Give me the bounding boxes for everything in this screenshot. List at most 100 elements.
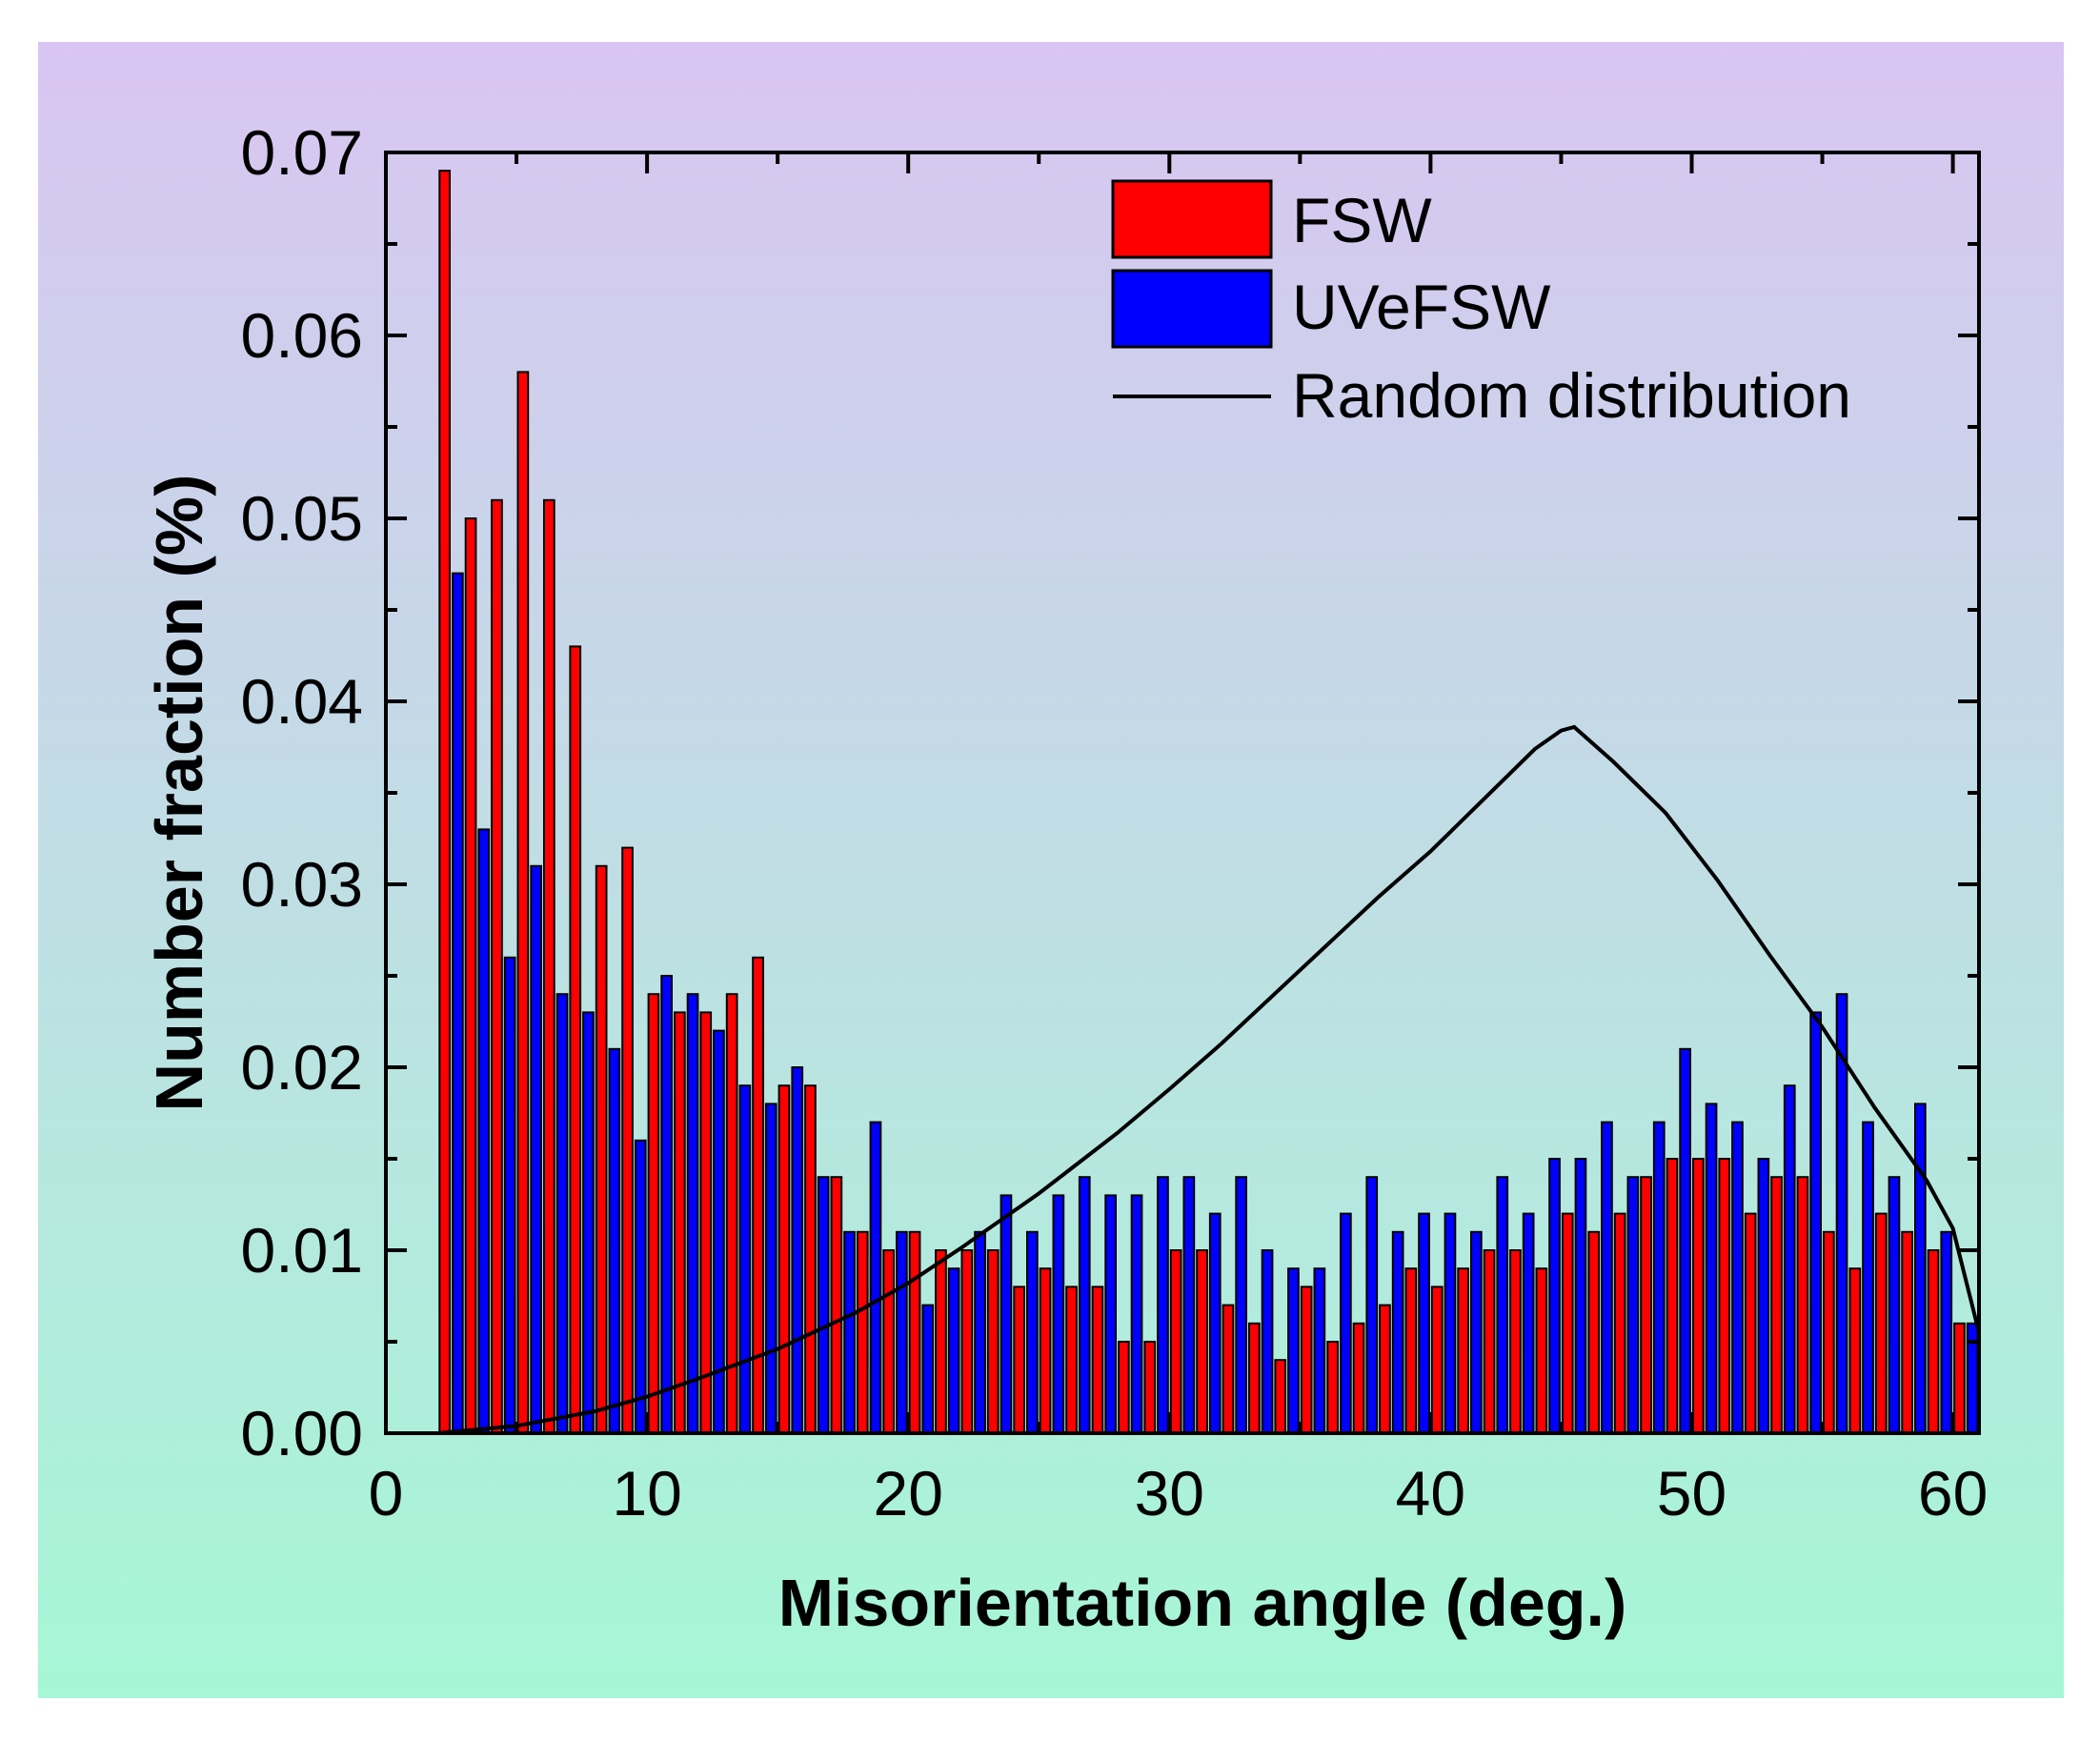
bar-uvefsw: [1601, 1121, 1613, 1433]
bar-fsw: [1848, 1267, 1862, 1433]
bar-fsw: [1927, 1249, 1940, 1433]
bar-fsw: [1143, 1341, 1157, 1433]
x-axis: 0 10 20 30 40 50 60: [369, 152, 1988, 1528]
bar-fsw: [699, 1011, 713, 1433]
x-tick-label: 10: [612, 1458, 681, 1528]
bar-fsw: [882, 1249, 895, 1433]
bar-uvefsw: [1157, 1176, 1169, 1433]
bar-uvefsw: [1026, 1230, 1039, 1433]
bar-uvefsw: [896, 1230, 908, 1433]
bar-uvefsw: [843, 1230, 856, 1433]
bar-uvefsw: [1522, 1212, 1535, 1433]
legend-swatch-fsw: [1111, 179, 1273, 259]
bar-fsw: [543, 498, 555, 1433]
bar-fsw: [438, 170, 451, 1433]
bar-uvefsw: [1444, 1212, 1457, 1433]
legend-label-random: Random distribution: [1292, 360, 1851, 431]
bar-fsw: [1692, 1158, 1705, 1433]
bar-uvefsw: [634, 1139, 647, 1433]
bar-fsw: [1718, 1158, 1731, 1433]
bar-fsw: [1901, 1230, 1914, 1433]
bar-uvefsw: [1104, 1194, 1118, 1433]
y-tick-label: 0.00: [241, 1398, 363, 1468]
bar-fsw: [1483, 1249, 1496, 1433]
random-distribution-group: [437, 724, 1979, 1433]
bar-fsw: [1248, 1322, 1261, 1433]
bar-fsw: [1300, 1286, 1313, 1433]
bar-fsw: [1561, 1212, 1574, 1433]
bar-uvefsw: [974, 1230, 986, 1433]
bar-uvefsw: [738, 1084, 752, 1433]
y-tick-label: 0.04: [241, 666, 363, 737]
bar-fsw: [1587, 1230, 1601, 1433]
legend-label-uvefsw: UVeFSW: [1292, 272, 1551, 342]
bar-fsw: [935, 1249, 947, 1433]
bar-fsw: [1874, 1212, 1888, 1433]
bar-uvefsw: [1652, 1121, 1666, 1433]
bar-uvefsw: [1705, 1103, 1718, 1433]
bar-fsw: [830, 1176, 843, 1433]
bar-fsw: [1039, 1267, 1052, 1433]
bar-fsw: [1953, 1322, 1966, 1433]
bar-fsw: [1065, 1286, 1078, 1433]
bar-fsw: [1509, 1249, 1522, 1433]
y-axis: 0.00 0.01 0.02 0.03 0.04 0.05 0.06 0.07: [241, 117, 1979, 1468]
bar-uvefsw: [1261, 1249, 1274, 1433]
x-tick-label: 20: [873, 1458, 942, 1528]
legend-label-fsw: FSW: [1292, 185, 1432, 255]
bar-uvefsw: [1548, 1158, 1561, 1433]
bar-uvefsw: [477, 828, 491, 1433]
x-tick-label: 50: [1657, 1458, 1726, 1528]
bar-fsw: [856, 1230, 869, 1433]
bar-uvefsw: [530, 864, 542, 1433]
bar-uvefsw: [1078, 1176, 1091, 1433]
bar-uvefsw: [921, 1304, 935, 1433]
bar-fsw: [674, 1011, 686, 1433]
bar-fsw: [569, 645, 582, 1433]
bar-fsw: [1118, 1341, 1130, 1433]
bar-fsw: [1666, 1158, 1679, 1433]
bar-uvefsw: [1130, 1194, 1143, 1433]
bar-fsw: [1613, 1212, 1626, 1433]
y-tick-label: 0.01: [241, 1215, 363, 1286]
bar-fsw: [1404, 1267, 1418, 1433]
bar-uvefsw: [686, 993, 699, 1433]
y-tick-label: 0.07: [241, 117, 363, 188]
bar-uvefsw: [1574, 1158, 1587, 1433]
y-tick-label: 0.03: [241, 849, 363, 920]
x-tick-label: 0: [369, 1458, 404, 1528]
bar-uvefsw: [1914, 1103, 1927, 1433]
bar-uvefsw: [1365, 1176, 1379, 1433]
x-axis-title: Misorientation angle (deg.): [778, 1566, 1627, 1640]
bar-fsw: [986, 1249, 1000, 1433]
bar-fsw: [1352, 1322, 1365, 1433]
bar-uvefsw: [1313, 1267, 1326, 1433]
bar-fsw: [1823, 1230, 1835, 1433]
bar-fsw: [1770, 1176, 1783, 1433]
bar-uvefsw: [1862, 1121, 1874, 1433]
bar-fsw: [1013, 1286, 1026, 1433]
bar-uvefsw: [1496, 1176, 1509, 1433]
x-tick-label: 40: [1396, 1458, 1465, 1528]
bar-uvefsw: [791, 1066, 804, 1433]
bar-fsw: [1196, 1249, 1208, 1433]
random-distribution-line: [437, 724, 1979, 1433]
bar-fsw: [1379, 1304, 1391, 1433]
bar-uvefsw: [947, 1267, 960, 1433]
bar-fsw: [1274, 1359, 1287, 1433]
bar-fsw: [752, 956, 764, 1433]
y-tick-label: 0.02: [241, 1032, 363, 1103]
bar-uvefsw: [555, 993, 569, 1433]
bar-uvefsw: [1340, 1212, 1352, 1433]
bar-uvefsw: [1052, 1194, 1065, 1433]
bar-fsw: [1640, 1176, 1652, 1433]
bar-uvefsw: [660, 975, 673, 1433]
y-tick-label: 0.05: [241, 483, 363, 554]
bar-fsw: [1430, 1286, 1444, 1433]
bar-uvefsw: [817, 1176, 830, 1433]
bar-fsw: [595, 864, 608, 1433]
bar-fsw: [1169, 1249, 1182, 1433]
y-axis-title: Number fraction (%): [142, 475, 216, 1112]
bar-uvefsw: [869, 1121, 882, 1433]
